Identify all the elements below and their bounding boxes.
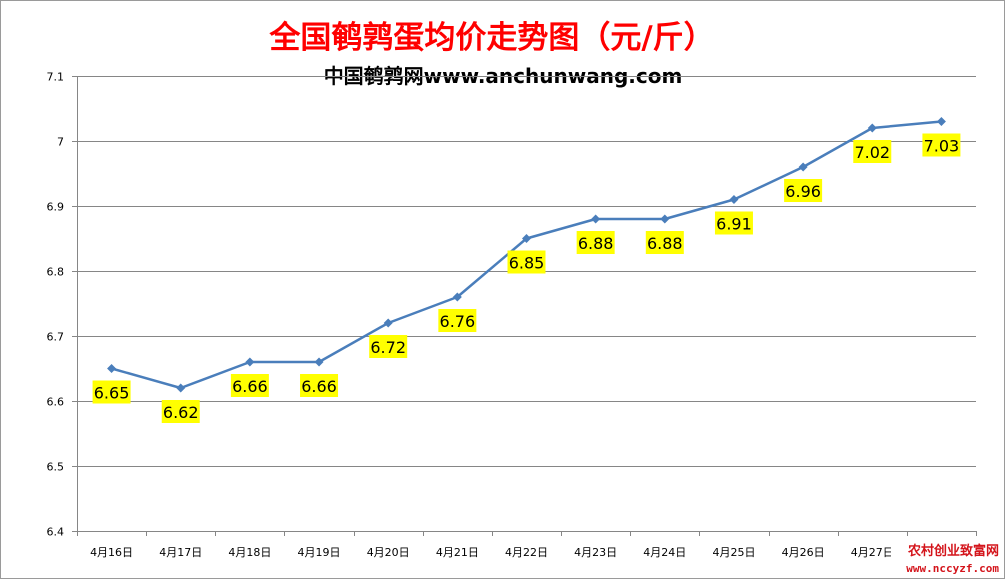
- x-tick-label: 4月19日: [298, 546, 341, 559]
- data-label-text: 6.65: [94, 384, 130, 403]
- data-label: 6.72: [369, 335, 408, 358]
- x-tick-label: 4月18日: [228, 546, 271, 559]
- data-labels: 6.65 6.62 6.66 6.66 6.72 6.76 6.85 6.88 6.88 6.91…: [92, 133, 961, 423]
- data-label: 6.85: [507, 250, 546, 274]
- y-tick-label: 6.6: [47, 396, 65, 409]
- data-label-bg: [92, 380, 131, 404]
- data-point: [107, 364, 117, 373]
- data-label: 6.66: [300, 374, 339, 397]
- data-label-text: 7.03: [924, 137, 960, 156]
- y-tick-labels: 6.4 6.5 6.6 6.7 6.8 6.9 7 7.1: [47, 71, 65, 539]
- data-label: 7.03: [922, 133, 961, 157]
- data-markers: [107, 117, 946, 393]
- data-label-text: 6.66: [232, 377, 268, 396]
- y-tick-label: 6.7: [47, 331, 65, 344]
- data-label: 6.88: [645, 231, 684, 254]
- data-label-text: 6.96: [785, 182, 821, 201]
- x-tick-label: 4月27日: [851, 546, 894, 559]
- data-label-text: 6.66: [301, 377, 337, 396]
- data-label-bg: [576, 231, 615, 254]
- data-label-bg: [369, 335, 408, 358]
- x-tick-label: 4月26日: [782, 546, 825, 559]
- data-point: [176, 383, 186, 393]
- data-label: 6.62: [161, 400, 200, 423]
- data-label-text: 6.85: [509, 254, 545, 273]
- data-point: [867, 123, 877, 133]
- data-label: 6.91: [714, 211, 753, 235]
- chart-title: 全国鹌鹑蛋均价走势图（元/斤）: [268, 20, 714, 56]
- x-tick-label: 4月22日: [505, 546, 548, 559]
- data-label: 6.76: [438, 309, 477, 332]
- data-point: [383, 318, 393, 328]
- data-label-bg: [714, 211, 753, 235]
- x-tick-label: 4月23日: [574, 546, 617, 559]
- y-tick-label: 6.4: [47, 526, 65, 539]
- data-label: 7.02: [853, 140, 892, 163]
- data-label-text: 7.02: [854, 143, 890, 162]
- data-label: 6.96: [784, 179, 823, 202]
- data-label-bg: [645, 231, 684, 254]
- data-label: 6.65: [92, 380, 131, 404]
- data-label-bg: [507, 250, 546, 274]
- data-point: [522, 234, 531, 243]
- data-label-bg: [922, 133, 961, 157]
- y-tick-label: 7: [57, 136, 64, 149]
- y-tick-label: 7.1: [47, 71, 65, 84]
- data-label-text: 6.76: [440, 312, 476, 331]
- axes: [72, 76, 977, 536]
- data-point: [314, 357, 324, 367]
- data-label: 6.66: [230, 374, 269, 397]
- data-point: [660, 214, 670, 224]
- data-label-text: 6.62: [163, 403, 199, 422]
- y-tick-label: 6.5: [47, 461, 65, 474]
- data-label-text: 6.91: [716, 215, 752, 234]
- x-tick-label: 4月17日: [159, 546, 202, 559]
- data-point: [245, 357, 255, 367]
- watermark-url: www.nccyzf.com: [906, 562, 999, 575]
- x-tick-label: 4月20日: [367, 546, 410, 559]
- x-tick-labels: 4月16日 4月17日 4月18日 4月19日 4月20日 4月21日 4月22日 4月23日…: [90, 546, 963, 559]
- data-label-text: 6.88: [647, 234, 683, 253]
- watermark-box: [891, 542, 1001, 576]
- x-tick-label: 4月24日: [643, 546, 686, 559]
- data-label-bg: [300, 374, 339, 397]
- data-label-text: 6.72: [370, 338, 406, 357]
- y-tick-label: 6.8: [47, 266, 65, 279]
- data-label: 6.88: [576, 231, 615, 254]
- data-label-text: 6.88: [578, 234, 614, 253]
- x-tick-label: 4月16日: [90, 546, 133, 559]
- data-point: [729, 195, 739, 204]
- data-label-bg: [230, 374, 269, 397]
- data-point: [591, 214, 601, 224]
- watermark-text: 农村创业致富网: [907, 544, 999, 559]
- data-label-bg: [438, 309, 477, 332]
- x-tick-label: 4月25日: [712, 546, 755, 559]
- data-label-bg: [161, 400, 200, 423]
- data-point: [798, 162, 808, 172]
- data-label-bg: [784, 179, 823, 202]
- x-tick-label: 4月21日: [436, 546, 479, 559]
- data-label-bg: [853, 140, 892, 163]
- data-point: [452, 292, 462, 302]
- data-point: [936, 117, 946, 126]
- y-tick-label: 6.9: [47, 201, 65, 214]
